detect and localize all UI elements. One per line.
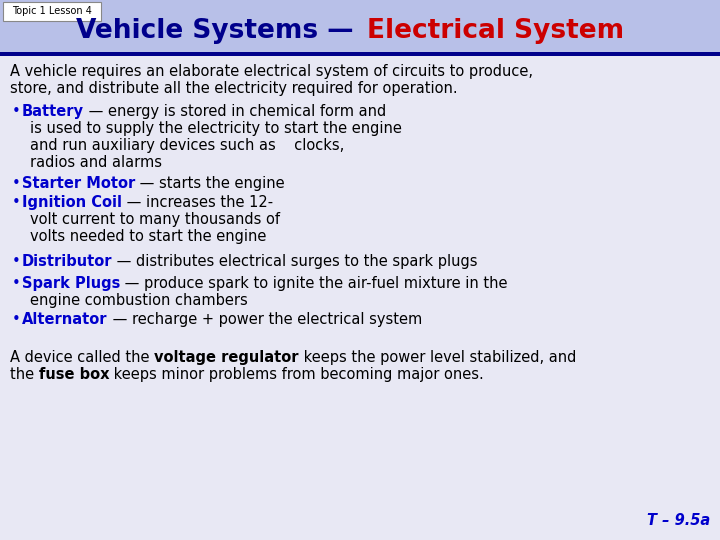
Text: — starts the engine: — starts the engine xyxy=(135,176,285,191)
Text: Spark Plugs: Spark Plugs xyxy=(22,276,120,291)
Text: •: • xyxy=(12,254,21,269)
Text: and run auxiliary devices such as    clocks,: and run auxiliary devices such as clocks… xyxy=(30,138,344,153)
Text: Electrical System: Electrical System xyxy=(367,18,624,44)
Text: Ignition Coil: Ignition Coil xyxy=(22,195,122,210)
Text: store, and distribute all the electricity required for operation.: store, and distribute all the electricit… xyxy=(10,81,458,96)
Text: fuse box: fuse box xyxy=(39,367,109,382)
Text: engine combustion chambers: engine combustion chambers xyxy=(30,293,248,308)
Text: the: the xyxy=(10,367,39,382)
Text: •: • xyxy=(12,195,21,210)
Text: volt current to many thousands of: volt current to many thousands of xyxy=(30,212,280,227)
Text: keeps minor problems from becoming major ones.: keeps minor problems from becoming major… xyxy=(109,367,484,382)
Text: Distributor: Distributor xyxy=(22,254,112,269)
Text: — produce spark to ignite the air-fuel mixture in the: — produce spark to ignite the air-fuel m… xyxy=(120,276,508,291)
Text: •: • xyxy=(12,312,21,327)
Text: — distributes electrical surges to the spark plugs: — distributes electrical surges to the s… xyxy=(112,254,478,269)
Text: •: • xyxy=(12,276,21,291)
Text: — increases the 12-: — increases the 12- xyxy=(122,195,273,210)
Text: keeps the power level stabilized, and: keeps the power level stabilized, and xyxy=(299,350,576,365)
Text: T – 9.5a: T – 9.5a xyxy=(647,513,710,528)
Text: Vehicle Systems —: Vehicle Systems — xyxy=(76,18,363,44)
Text: •: • xyxy=(12,176,21,191)
Bar xyxy=(0,56,720,540)
Text: radios and alarms: radios and alarms xyxy=(30,155,162,170)
Text: •: • xyxy=(12,104,21,119)
Text: volts needed to start the engine: volts needed to start the engine xyxy=(30,229,266,244)
Text: Battery: Battery xyxy=(22,104,84,119)
Bar xyxy=(0,52,720,56)
Text: A vehicle requires an elaborate electrical system of circuits to produce,: A vehicle requires an elaborate electric… xyxy=(10,64,533,79)
Bar xyxy=(0,0,720,52)
Text: Starter Motor: Starter Motor xyxy=(22,176,135,191)
Text: Alternator: Alternator xyxy=(22,312,107,327)
FancyBboxPatch shape xyxy=(3,2,101,21)
Text: is used to supply the electricity to start the engine: is used to supply the electricity to sta… xyxy=(30,121,402,136)
Text: voltage regulator: voltage regulator xyxy=(154,350,299,365)
Text: — energy is stored in chemical form and: — energy is stored in chemical form and xyxy=(84,104,386,119)
Text: A device called the: A device called the xyxy=(10,350,154,365)
Text: Topic 1 Lesson 4: Topic 1 Lesson 4 xyxy=(12,6,92,17)
Text: — recharge + power the electrical system: — recharge + power the electrical system xyxy=(107,312,422,327)
